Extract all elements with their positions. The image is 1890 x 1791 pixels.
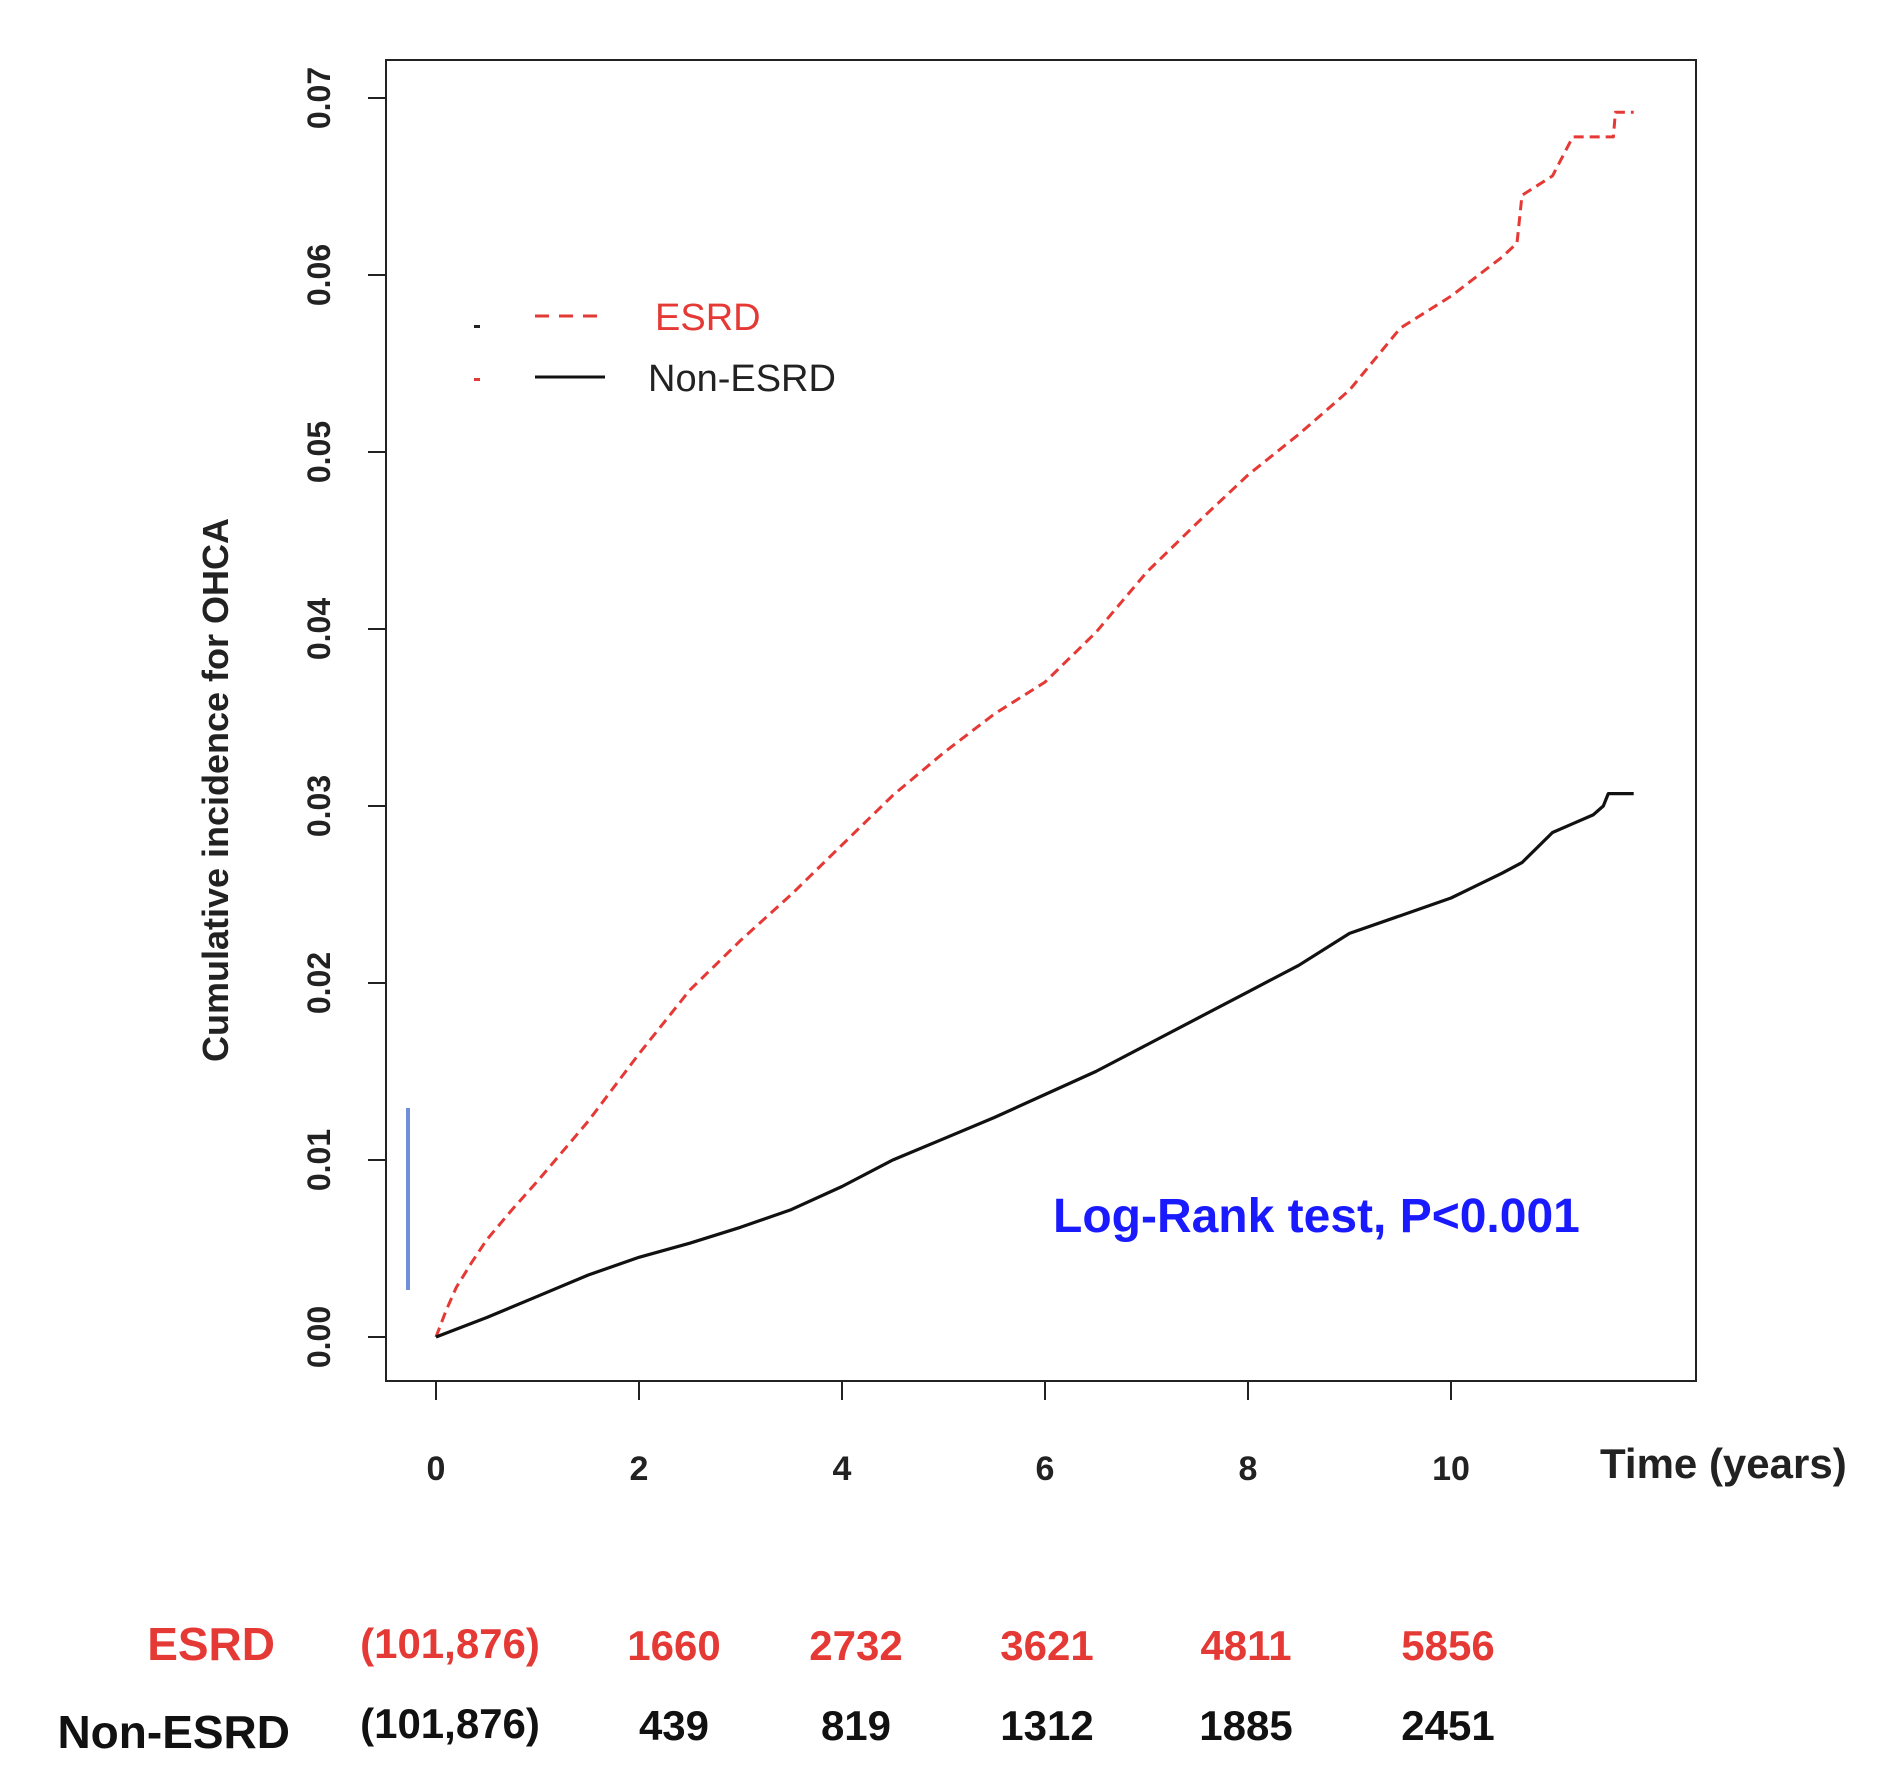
y-tick-label: 0.05 (301, 421, 337, 483)
x-tick-label: 0 (427, 1450, 446, 1488)
risk-cell: 1885 (1199, 1702, 1292, 1749)
log-rank-annotation: Log-Rank test, P<0.001 (1053, 1190, 1580, 1243)
risk-cell: (101,876) (360, 1620, 540, 1667)
x-axis: 0 2 4 6 8 10 (427, 1380, 1654, 1488)
x-tick-label: 10 (1432, 1450, 1470, 1488)
y-tick-label: 0.04 (301, 598, 337, 660)
risk-row-label: Non-ESRD (57, 1706, 290, 1758)
risk-cell: 819 (821, 1702, 891, 1749)
series-layer (434, 110, 1634, 1339)
y-tick-label: 0.03 (301, 775, 337, 837)
legend-dot-esrd (474, 325, 480, 328)
legend-dot-non-esrd (474, 378, 480, 381)
risk-cell: 1312 (1000, 1702, 1093, 1749)
x-tick-label: 8 (1239, 1450, 1258, 1488)
y-tick-label: 0.07 (301, 67, 337, 129)
risk-table: ESRD (101,876) 1660 2732 3621 4811 5856 Non-ESR… (57, 1618, 1494, 1758)
x-tick-label: 2 (630, 1450, 649, 1488)
risk-cell: 3621 (1000, 1622, 1093, 1669)
risk-cell: 439 (639, 1702, 709, 1749)
x-tick-label: 6 (1036, 1450, 1055, 1488)
y-tick-label: 0.02 (301, 952, 337, 1014)
y-axis-label: Cumulative incidence for OHCA (195, 518, 236, 1062)
y-axis: 0.00 0.01 0.02 0.03 0.04 0.05 0.06 0.07 (301, 67, 387, 1368)
risk-cell: 2732 (809, 1622, 902, 1669)
x-axis-label: Time (years) (1600, 1440, 1847, 1487)
y-tick-label: 0.01 (301, 1129, 337, 1191)
y-tick-label: 0.00 (301, 1306, 337, 1368)
risk-cell: 2451 (1401, 1702, 1494, 1749)
risk-cell: (101,876) (360, 1700, 540, 1747)
risk-cell: 4811 (1200, 1622, 1291, 1669)
series-line-esrd (434, 110, 1634, 1338)
series-line-non-esrd (435, 791, 1634, 1339)
x-tick-label: 4 (833, 1450, 852, 1488)
legend-label-non-esrd: Non-ESRD (648, 358, 836, 400)
legend: ESRD Non-ESRD (474, 297, 836, 400)
risk-cell: 1660 (627, 1622, 720, 1669)
legend-label-esrd: ESRD (655, 297, 761, 339)
y-tick-label: 0.06 (301, 244, 337, 306)
risk-row-label: ESRD (147, 1618, 275, 1670)
risk-cell: 5856 (1401, 1622, 1494, 1669)
